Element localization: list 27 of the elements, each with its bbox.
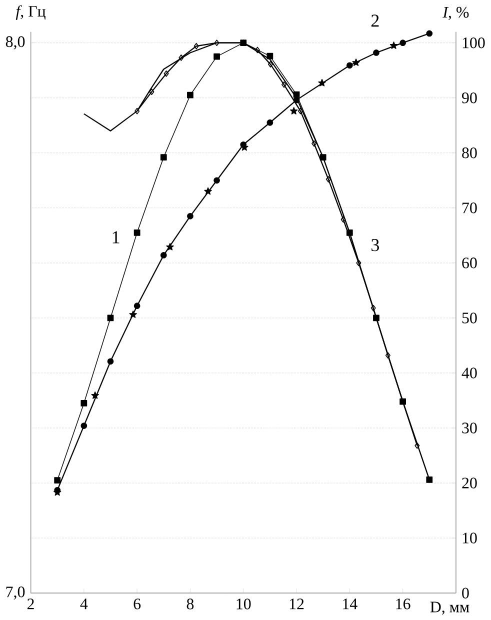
y-tick-label: 7,0 [6, 586, 25, 600]
text: 2 [372, 14, 379, 27]
y2-tick-label: 70 [462, 202, 477, 214]
y-tick-label: 8,0 [6, 36, 25, 50]
x-tick-label: 10 [236, 598, 251, 610]
x-tick-label: 12 [290, 598, 304, 610]
x-tick-label: 14 [343, 598, 358, 610]
y2-tick-label: 60 [462, 258, 477, 268]
x-axis-title: D, мм [430, 602, 470, 615]
y2-tick-label: 100 [463, 37, 485, 48]
x-tick-label: 8 [186, 598, 194, 610]
x-tick-label: 4 [80, 598, 88, 610]
x-tick-label: 2 [28, 598, 34, 610]
annotation: 1 [113, 231, 120, 244]
y2-tick-label: 90 [462, 92, 477, 104]
x-tick-label: 16 [396, 598, 410, 610]
y2-tick-label: 30 [462, 422, 477, 434]
y2-axis-title: I, % [442, 6, 469, 20]
annotation: 3 [372, 239, 380, 252]
y2-tick-label: 80 [462, 148, 477, 158]
y-axis-title: f, Гц [16, 5, 46, 20]
y2-tick-label: 20 [462, 478, 477, 488]
y2-tick-label: 40 [462, 368, 477, 378]
x-tick-label: 6 [134, 598, 141, 610]
y2-tick-label: 50 [462, 312, 477, 324]
y2-tick-label: 10 [463, 532, 477, 544]
y2-tick-label: 0 [462, 588, 469, 598]
